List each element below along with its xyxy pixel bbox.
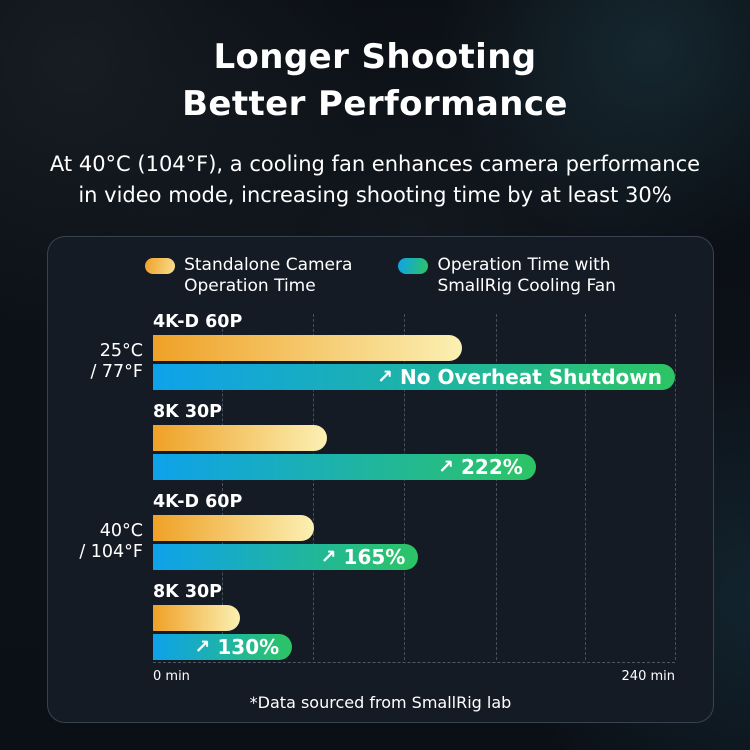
subtitle-line-1: At 40°C (104°F), a cooling fan enhances … [49, 152, 701, 176]
temperature-section: 25°C/ 77°F 4K-D 60P ↗ No Overheat Shutdown 8… [90, 312, 675, 480]
x-axis-min-label: 0 min [153, 669, 190, 684]
legend-label-standalone: Standalone Camera Operation Time [184, 255, 352, 297]
temperature-label: 40°C/ 104°F [48, 521, 143, 563]
temperature-line-2: / 77°F [90, 362, 143, 382]
fan-bar-label: 222% [461, 455, 523, 479]
fan-bar-label: 165% [343, 545, 406, 569]
mode-label: 8K 30P [153, 582, 223, 602]
chart-row: 4K-D 60P ↗ 165% [153, 492, 675, 570]
temperature-section: 40°C/ 104°F 4K-D 60P ↗ 165% 8K 30P ↗ 130% [79, 492, 675, 660]
temperature-line-1: 25°C [99, 341, 143, 361]
chart-legend: Standalone Camera Operation Time Operati… [48, 255, 713, 297]
x-axis-max-label: 240 min [621, 669, 675, 684]
standalone-bar [153, 515, 314, 541]
x-axis: 0 min 240 min [153, 662, 675, 684]
gridline [675, 314, 676, 660]
legend-fan-line-1: Operation Time with [437, 255, 611, 275]
legend-item-fan: Operation Time with SmallRig Cooling Fan [398, 255, 616, 297]
fan-bar: ↗ 130% [153, 634, 293, 660]
fan-bar: ↗ No Overheat Shutdown [153, 364, 675, 390]
temperature-label: 25°C/ 77°F [48, 341, 143, 383]
chart-panel: Standalone Camera Operation Time Operati… [47, 236, 714, 723]
fan-bar: ↗ 165% [153, 544, 419, 570]
fan-series-swatch-icon [398, 258, 429, 274]
gridline [495, 314, 497, 660]
standalone-bar [153, 335, 462, 361]
data-source-footnote: *Data sourced from SmallRig lab [249, 693, 512, 712]
standalone-series-swatch-icon [145, 258, 176, 274]
legend-standalone-line-2: Operation Time [184, 276, 316, 296]
chart-row: 4K-D 60P ↗ No Overheat Shutdown [153, 312, 675, 390]
standalone-bar [153, 425, 327, 451]
bar-chart-plot: 25°C/ 77°F 4K-D 60P ↗ No Overheat Shutdown 8… [79, 312, 676, 684]
mode-label: 8K 30P [153, 402, 223, 422]
gridline [221, 314, 223, 660]
arrow-up-right-icon: ↗ [194, 636, 211, 658]
legend-item-standalone: Standalone Camera Operation Time [145, 255, 352, 297]
subtitle-line-2: in video mode, increasing shooting time … [78, 183, 672, 207]
title-line-2: Better Performance [182, 84, 568, 124]
arrow-up-right-icon: ↗ [377, 366, 394, 388]
page-subtitle: At 40°C (104°F), a cooling fan enhances … [0, 149, 750, 211]
gridline [404, 314, 406, 660]
fan-bar: ↗ 222% [153, 454, 536, 480]
chart-row: 8K 30P ↗ 130% [153, 582, 675, 660]
legend-label-fan: Operation Time with SmallRig Cooling Fan [437, 255, 615, 297]
temperature-line-1: 40°C [99, 521, 143, 541]
fan-bar-label: No Overheat Shutdown [400, 365, 662, 389]
legend-fan-line-2: SmallRig Cooling Fan [437, 276, 616, 296]
arrow-up-right-icon: ↗ [320, 546, 337, 568]
fan-bar-label: 130% [217, 635, 280, 659]
title-line-1: Longer Shooting [213, 37, 537, 77]
arrow-up-right-icon: ↗ [438, 456, 454, 478]
mode-label: 4K-D 60P [153, 492, 243, 512]
mode-label: 4K-D 60P [153, 312, 243, 332]
standalone-bar [153, 605, 240, 631]
temperature-line-2: / 104°F [79, 542, 143, 562]
header: Longer Shooting Better Performance At 40… [0, 0, 750, 211]
legend-standalone-line-1: Standalone Camera [184, 255, 353, 275]
plot-sections: 25°C/ 77°F 4K-D 60P ↗ No Overheat Shutdown 8… [79, 312, 676, 660]
chart-row: 8K 30P ↗ 222% [153, 402, 675, 480]
gridline [585, 314, 587, 660]
page-title: Longer Shooting Better Performance [0, 34, 750, 128]
gridline [313, 314, 315, 660]
